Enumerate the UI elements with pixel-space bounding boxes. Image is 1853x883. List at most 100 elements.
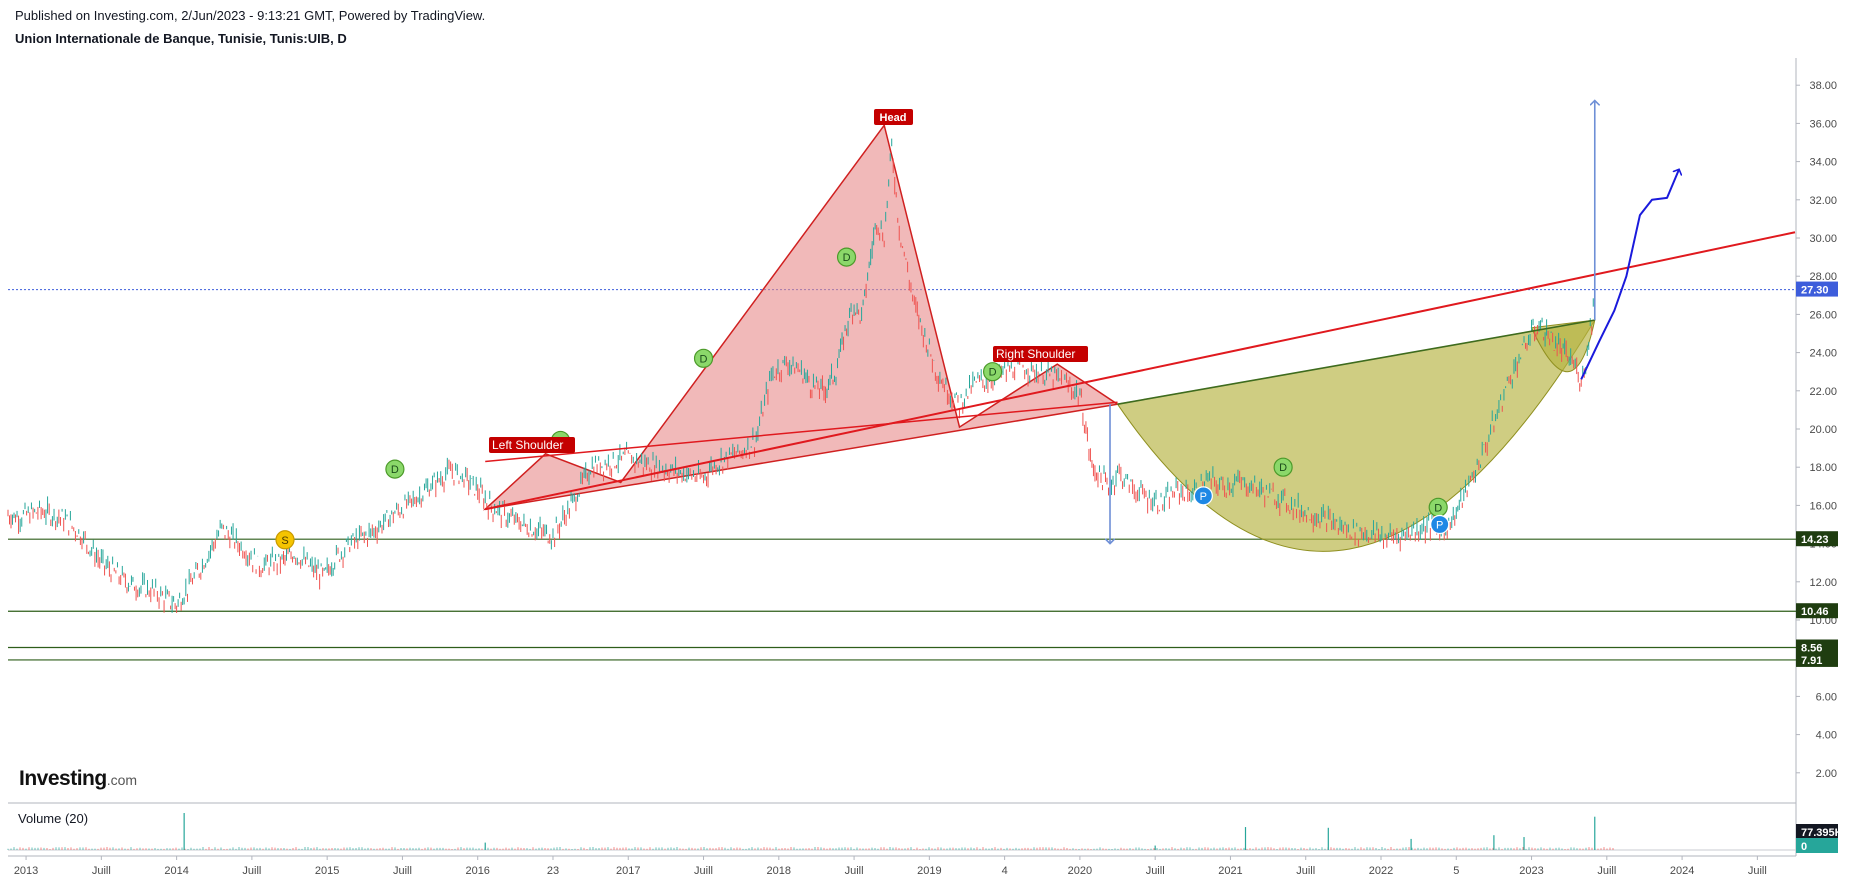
event-marker-d[interactable]: D (836, 247, 857, 267)
event-marker-s[interactable]: S (275, 530, 295, 550)
support-levels (8, 289, 1796, 661)
x-tick-label: Juill (393, 865, 412, 877)
symbol-title: Union Internationale de Banque, Tunisie,… (15, 31, 347, 46)
projection-path (1580, 169, 1679, 380)
level-tag: 10.46 (1796, 603, 1838, 619)
y-tick-label: 18.00 (1809, 462, 1837, 474)
x-tick-label: 2022 (1369, 865, 1393, 877)
right-shoulder-label: Right Shoulder (993, 346, 1088, 362)
price-series (7, 138, 1596, 613)
x-tick-label: Juill (1597, 865, 1616, 877)
y-tick-label: 34.00 (1809, 157, 1837, 169)
x-tick-label: 5 (1453, 865, 1459, 877)
price-scale-tags: 27.30 14.23 10.46 8.567.91 77.395K 0 (1796, 281, 1843, 853)
x-tick-label: Juill (1748, 865, 1767, 877)
head-shoulders-pattern (482, 123, 1120, 511)
x-tick-label: 2023 (1519, 865, 1543, 877)
last-price-tag-text: 27.30 (1801, 285, 1829, 297)
y-tick-label: 36.00 (1809, 118, 1837, 130)
x-tick-label: 23 (547, 865, 559, 877)
x-tick-label: 2024 (1670, 865, 1694, 877)
y-tick-label: 4.00 (1816, 730, 1837, 742)
y-tick-label: 32.00 (1809, 195, 1837, 207)
axes: 2.004.006.008.0010.0012.0014.0016.0018.0… (8, 58, 1837, 877)
y-tick-label: 24.00 (1809, 348, 1837, 360)
level-tag: 7.91 (1796, 651, 1838, 667)
x-tick-label: Juill (845, 865, 864, 877)
event-markers[interactable]: SDDDDDPDDP (275, 247, 1450, 550)
event-marker-text: P (1436, 520, 1443, 532)
head-text: Head (880, 112, 907, 124)
x-tick-label: Juill (1146, 865, 1165, 877)
event-marker-text: D (391, 464, 399, 476)
y-tick-label: 20.00 (1809, 424, 1837, 436)
level-tag-text: 10.46 (1801, 606, 1829, 618)
event-marker-text: D (989, 367, 997, 379)
event-marker-text: D (1434, 502, 1442, 514)
pattern-labels: Head Left Shoulder Right Shoulder (489, 109, 1088, 453)
logo-main: Investing (19, 767, 107, 790)
event-marker-text: D (700, 353, 708, 365)
volume-value-tag-text: 77.395K (1801, 827, 1843, 839)
head-label: Head (874, 109, 913, 125)
volume-panel (7, 813, 1796, 851)
y-tick-label: 16.00 (1809, 500, 1837, 512)
x-tick-label: 2015 (315, 865, 339, 877)
y-tick-label: 12.00 (1809, 577, 1837, 589)
x-tick-label: Juill (242, 865, 261, 877)
event-marker-text: D (1279, 462, 1287, 474)
level-tag: 14.23 (1796, 531, 1838, 547)
x-tick-label: 2020 (1068, 865, 1092, 877)
level-tag: 8.56 (1796, 639, 1838, 655)
x-tick-label: 2014 (164, 865, 188, 877)
event-marker-p[interactable]: P (1193, 486, 1213, 506)
volume-zero-tag: 0 (1796, 838, 1838, 853)
left-shoulder-label: Left Shoulder (489, 437, 575, 453)
y-tick-label: 26.00 (1809, 309, 1837, 321)
event-marker-text: P (1200, 491, 1207, 503)
level-tag-text: 7.91 (1801, 655, 1822, 667)
x-tick-label: 2018 (767, 865, 791, 877)
x-tick-label: 2017 (616, 865, 640, 877)
event-marker-text: D (843, 252, 851, 264)
x-tick-label: 2013 (14, 865, 38, 877)
neckline-resistance (485, 231, 1796, 511)
volume-zero-tag-text: 0 (1801, 841, 1807, 853)
event-marker-d[interactable]: D (693, 348, 714, 368)
left-shoulder-text: Left Shoulder (492, 438, 563, 452)
x-tick-label: 2016 (465, 865, 489, 877)
logo-suffix: .com (106, 772, 138, 788)
volume-value-tag: 77.395K (1796, 824, 1843, 839)
x-tick-label: Juill (92, 865, 111, 877)
x-tick-label: 2019 (917, 865, 941, 877)
right-shoulder-text: Right Shoulder (996, 347, 1075, 361)
cup-rim-line (1117, 319, 1595, 405)
x-tick-label: 4 (1002, 865, 1008, 877)
event-marker-d[interactable]: D (1273, 457, 1293, 477)
event-marker-d[interactable]: D (385, 459, 405, 479)
y-tick-label: 6.00 (1816, 691, 1837, 703)
event-marker-d[interactable]: D (1428, 497, 1448, 517)
y-tick-label: 22.00 (1809, 386, 1837, 398)
hs-neckline (485, 401, 1118, 463)
x-tick-label: Juill (694, 865, 713, 877)
event-marker-d[interactable]: D (982, 362, 1003, 382)
x-tick-label: Juill (1296, 865, 1315, 877)
level-tag-text: 14.23 (1801, 534, 1829, 546)
volume-title: Volume (20) (18, 811, 89, 826)
investing-logo: Investing.com (19, 767, 137, 791)
event-marker-p[interactable]: P (1430, 514, 1450, 535)
pattern-drawings (482, 123, 1596, 552)
last-price-tag: 27.30 (1796, 281, 1838, 297)
y-tick-label: 28.00 (1809, 271, 1837, 283)
published-info: Published on Investing.com, 2/Jun/2023 -… (15, 8, 486, 23)
y-tick-label: 38.00 (1809, 80, 1837, 92)
x-tick-label: 2021 (1218, 865, 1242, 877)
level-tag-text: 8.56 (1801, 643, 1822, 655)
trend-lines (485, 100, 1796, 543)
cup-pattern (1116, 319, 1596, 552)
event-marker-text: S (281, 535, 288, 547)
y-tick-label: 2.00 (1816, 768, 1837, 780)
y-tick-label: 30.00 (1809, 233, 1837, 245)
